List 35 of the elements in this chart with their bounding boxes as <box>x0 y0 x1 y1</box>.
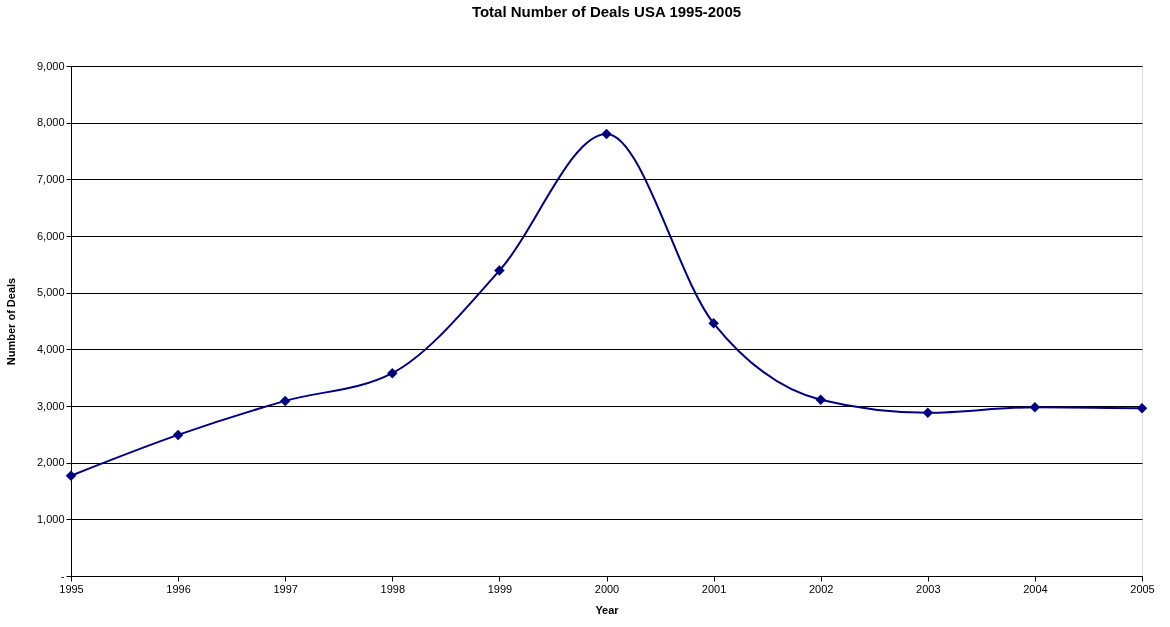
point <box>815 394 826 406</box>
x-tick-label: 1996 <box>166 582 191 595</box>
point <box>65 470 77 481</box>
y-tick-label: 1,000 <box>36 512 65 525</box>
y-tick-label: 9,000 <box>36 59 65 72</box>
x-tick-label: 2000 <box>594 582 620 595</box>
point <box>708 318 719 329</box>
y-tick-label: 2,000 <box>36 456 65 469</box>
y-tick-label: 7,000 <box>36 172 65 185</box>
y-axis-title: Number of Deals <box>4 277 17 366</box>
x-tick-label: 2003 <box>916 582 941 595</box>
point <box>279 395 291 407</box>
y-tick-label: 3,000 <box>36 399 65 412</box>
x-tick-label: 2004 <box>1023 582 1048 595</box>
y-tick-label: - <box>60 569 65 582</box>
x-tick-label: 1998 <box>380 582 406 595</box>
chart-title: Total Number of Deals USA 1995-2005 <box>471 3 742 20</box>
point <box>922 407 934 419</box>
point <box>1029 401 1041 413</box>
point <box>172 429 184 441</box>
x-tick-label: 2005 <box>1130 582 1155 595</box>
point <box>601 128 612 140</box>
y-tick-label: 6,000 <box>36 229 65 242</box>
x-tick-label: 1997 <box>273 582 298 595</box>
y-tick-label: 4,000 <box>36 342 65 355</box>
y-tick-label: 8,000 <box>36 116 65 129</box>
y-tick-label: 5,000 <box>36 286 65 299</box>
point <box>1136 403 1148 414</box>
x-axis-title: Year <box>595 603 620 616</box>
point <box>387 367 398 379</box>
x-tick-label: 1999 <box>487 582 513 595</box>
x-tick-label: 2002 <box>808 582 834 595</box>
x-tick-label: 1995 <box>59 582 84 595</box>
point <box>494 265 505 276</box>
x-tick-label: 2001 <box>701 582 727 595</box>
